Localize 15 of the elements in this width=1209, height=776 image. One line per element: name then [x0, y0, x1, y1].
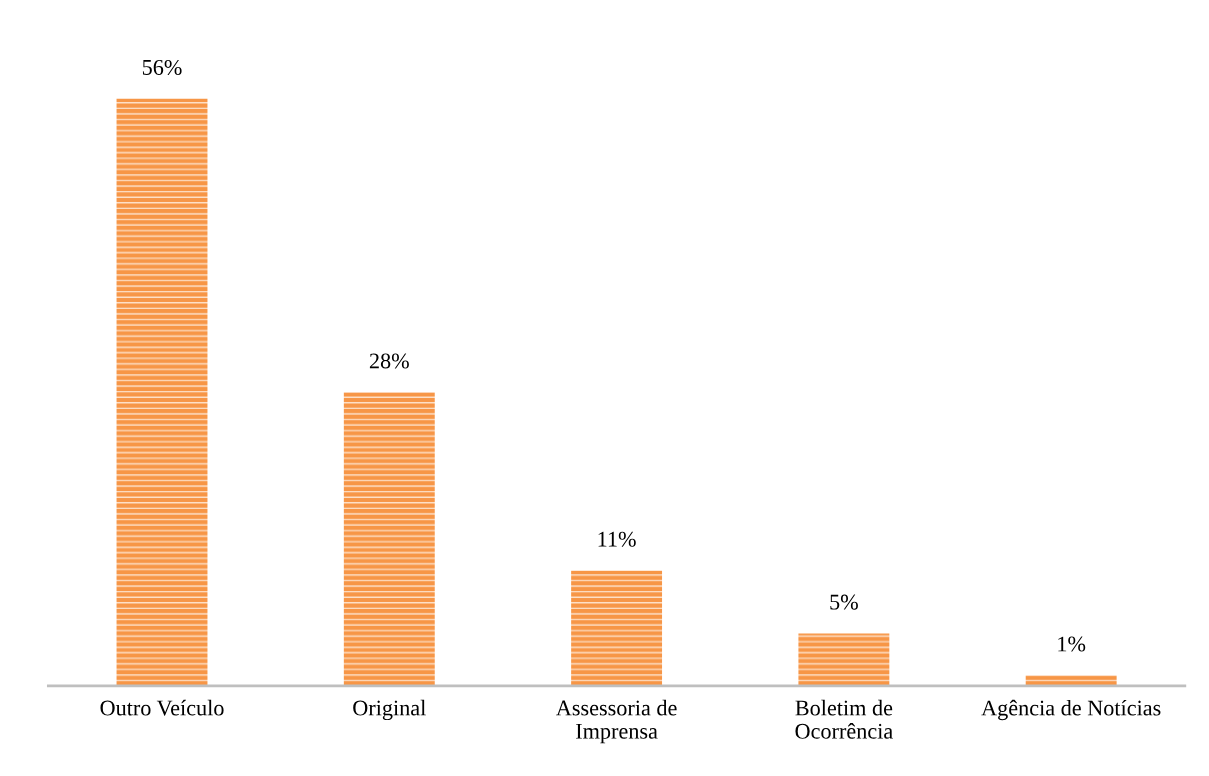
data-label: 28% — [369, 353, 409, 369]
bar — [798, 633, 890, 686]
bar — [116, 98, 208, 686]
x-tick-label: Original — [353, 699, 426, 721]
x-tick-label: Outro Veículo — [100, 699, 224, 716]
x-tick-label: Assessoria de Imprensa — [556, 699, 677, 744]
data-label: 1% — [1058, 636, 1086, 652]
data-label: 11% — [598, 531, 636, 547]
bar — [571, 570, 663, 686]
data-label: 5% — [830, 594, 858, 610]
bar — [1025, 675, 1117, 686]
data-label: 56% — [142, 59, 182, 75]
bar — [343, 392, 435, 686]
x-tick-label: Agência de Notícias — [981, 699, 1161, 721]
x-tick-label: Boletim de Ocorrência — [795, 699, 893, 739]
